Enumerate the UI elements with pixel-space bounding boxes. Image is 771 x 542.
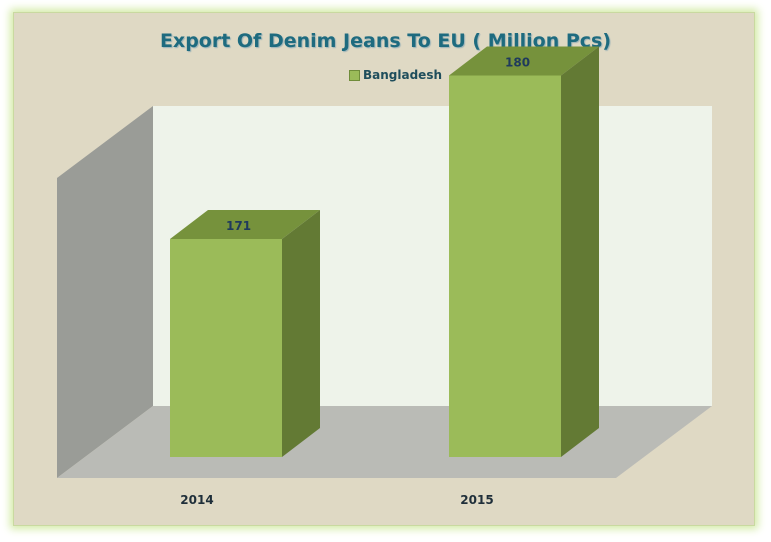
legend-label-bangladesh: Bangladesh <box>363 68 443 82</box>
legend: Bangladesh <box>349 68 442 82</box>
bar-side-2014 <box>282 210 320 457</box>
labels-group: 171 2014 180 2015 <box>180 56 530 508</box>
data-label-2014: 171 <box>226 219 251 233</box>
side-wall <box>57 106 153 478</box>
bars-group <box>170 46 599 457</box>
legend-swatch-bangladesh <box>349 69 360 81</box>
bar-top-2014 <box>170 210 320 239</box>
bar-2015 <box>449 75 561 457</box>
floor <box>57 406 712 478</box>
x-tick-label-2015: 2015 <box>460 493 493 507</box>
data-label-2015: 180 <box>505 56 530 70</box>
bar-side-2015 <box>561 46 599 457</box>
bar-top-2015 <box>449 46 599 76</box>
bar-2014 <box>170 239 282 457</box>
x-tick-label-2014: 2014 <box>180 493 213 507</box>
